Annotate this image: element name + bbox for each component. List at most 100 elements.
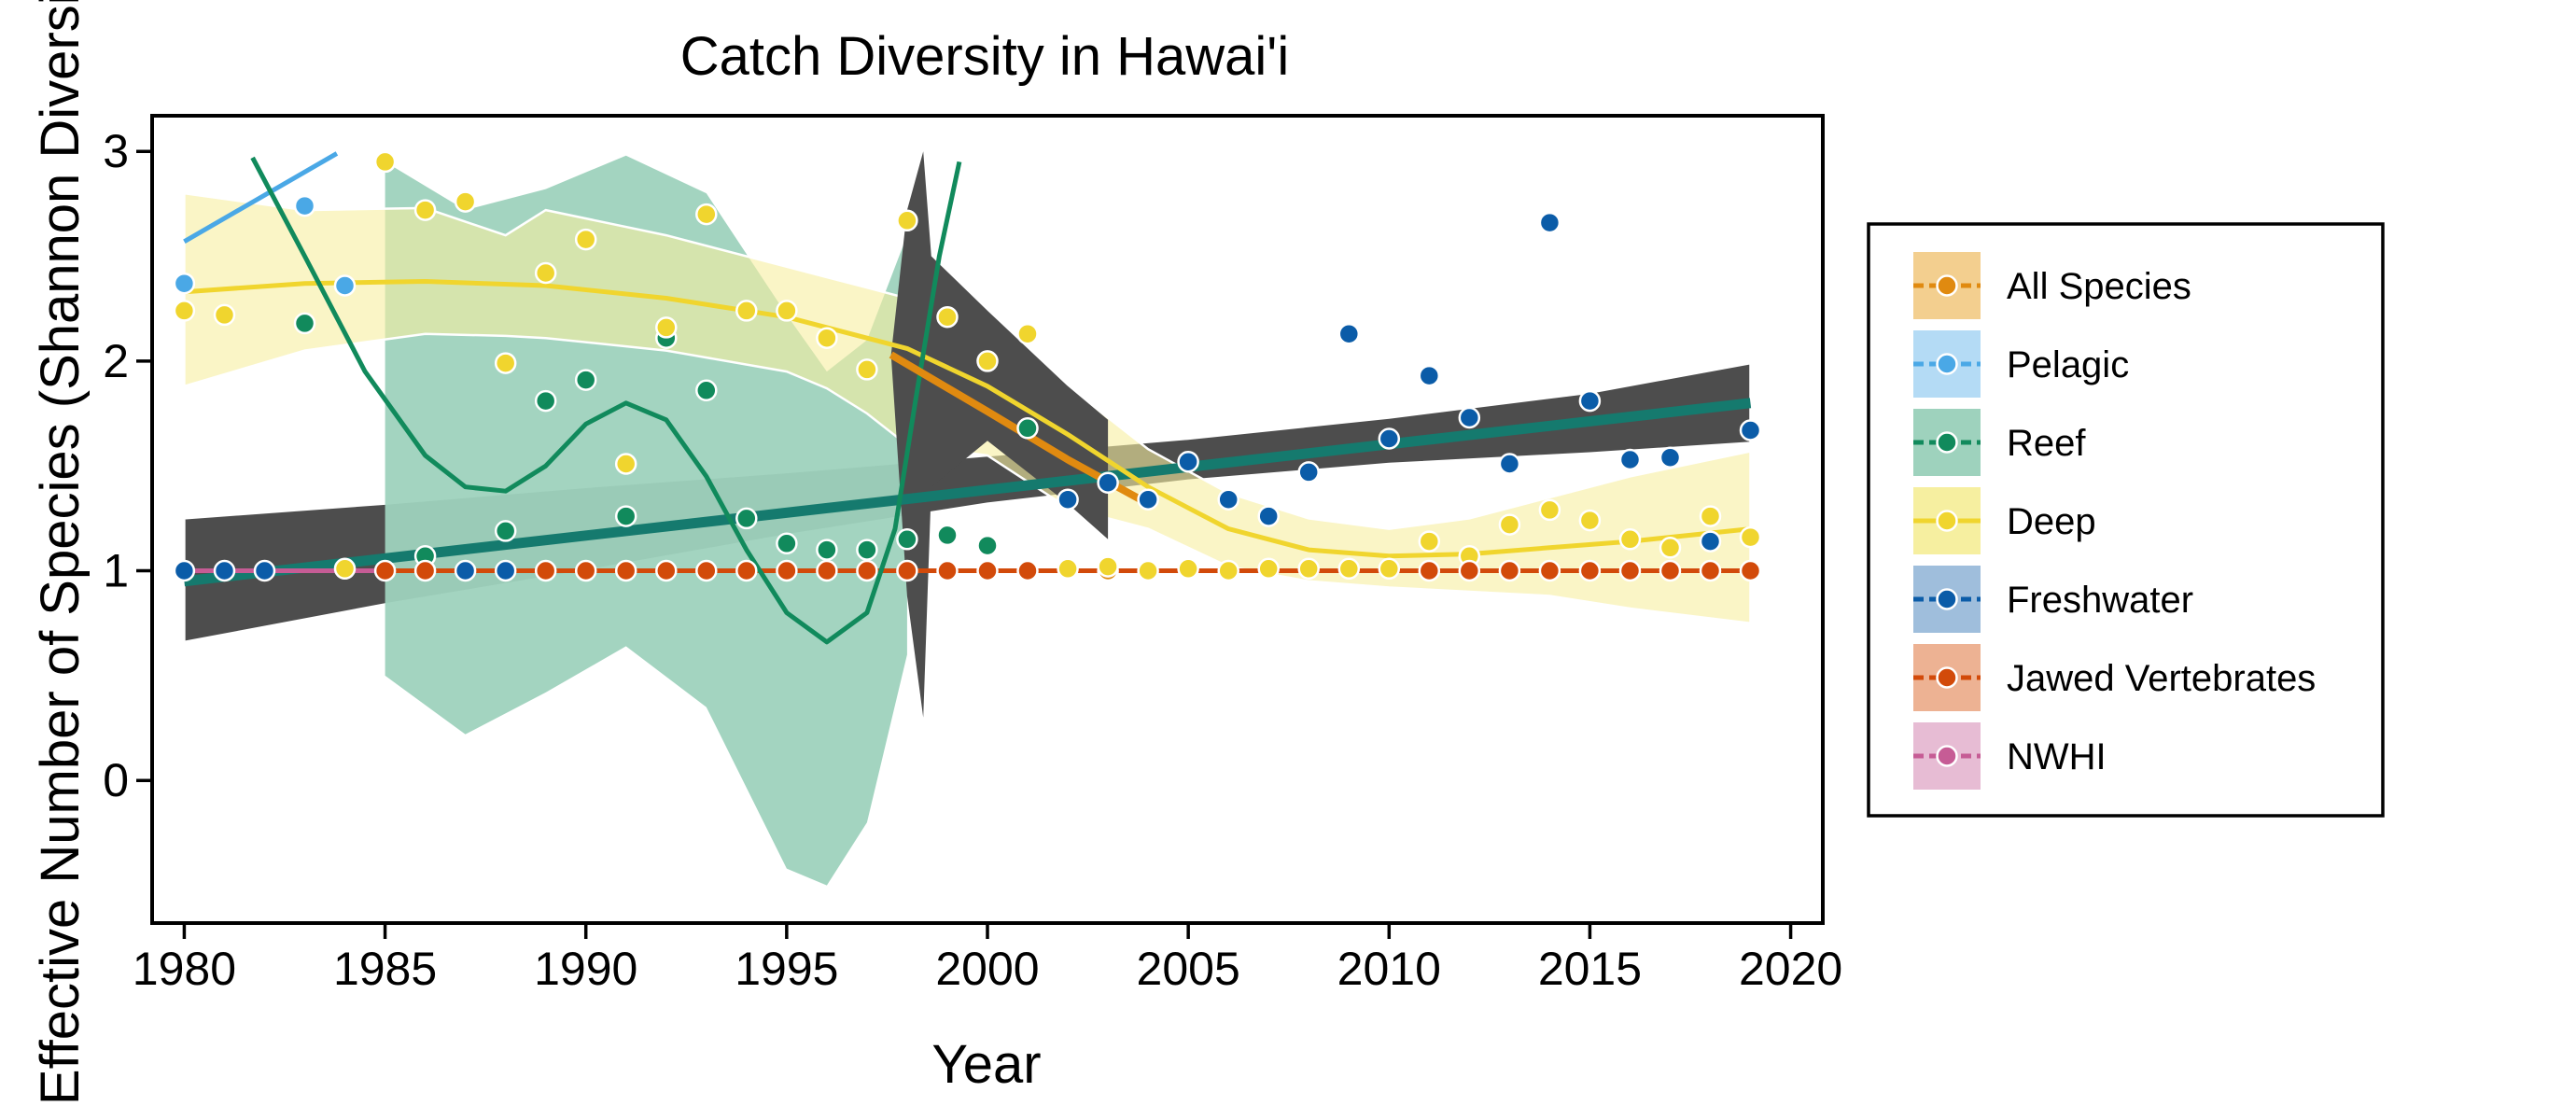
deep-point — [1418, 530, 1441, 553]
freshwater-point — [494, 559, 517, 582]
reef-point — [776, 532, 798, 555]
freshwater-point — [1097, 471, 1119, 494]
deep-point — [534, 261, 557, 285]
legend-label-jawed-vertebrates: Jawed Vertebrates — [2007, 658, 2316, 699]
jawed-vertebrates-point — [1739, 559, 1762, 582]
jawed-vertebrates-point — [936, 559, 959, 582]
jawed-vertebrates-point — [695, 559, 718, 582]
freshwater-legend-key-point — [1936, 588, 1958, 610]
jawed-vertebrates-point — [574, 559, 597, 582]
pelagic-point — [293, 194, 316, 217]
x-tick-label: 2000 — [935, 943, 1039, 995]
jawed-vertebrates-point — [413, 559, 437, 582]
reef-point — [735, 507, 758, 530]
legend-label-pelagic: Pelagic — [2007, 344, 2129, 385]
freshwater-point — [1378, 427, 1401, 450]
freshwater-point — [1659, 446, 1682, 469]
y-tick-label: 0 — [103, 754, 129, 806]
reef-point — [494, 520, 517, 542]
freshwater-point — [1057, 488, 1079, 511]
deep-point — [655, 316, 678, 339]
x-axis-title: Year — [931, 1034, 1041, 1095]
freshwater-point — [253, 559, 276, 582]
deep-point — [1257, 557, 1280, 581]
deep-point — [816, 327, 838, 349]
y-axis-title: Effective Number of Species (Shannon Div… — [30, 0, 91, 1105]
freshwater-point — [1418, 364, 1441, 387]
deep-point — [1618, 528, 1642, 551]
chart-title: Catch Diversity in Hawai'i — [680, 26, 1289, 87]
reef-point — [293, 312, 316, 335]
pelagic-legend-key-point — [1936, 353, 1958, 375]
reef-point — [534, 389, 557, 413]
freshwater-point — [1739, 419, 1762, 441]
reef-point — [816, 539, 838, 561]
deep-point — [1137, 559, 1159, 582]
y-tick-label: 1 — [103, 545, 129, 597]
jawed-vertebrates-point — [614, 559, 637, 582]
jawed-vertebrates-point — [1699, 559, 1722, 582]
legend-label-deep: Deep — [2007, 501, 2096, 542]
jawed-vertebrates-point — [976, 559, 999, 582]
deep-point — [1659, 537, 1682, 559]
deep-point — [333, 557, 357, 581]
jawed-vertebrates-point — [1016, 559, 1039, 582]
jawed-vertebrates-point — [1498, 559, 1521, 582]
deep-point — [1699, 505, 1722, 527]
y-axis: 0 1 2 3 — [103, 125, 152, 806]
freshwater-point — [1699, 530, 1722, 553]
deep-point — [1177, 557, 1199, 581]
y-tick-label: 2 — [103, 335, 129, 387]
deep-point — [173, 300, 196, 322]
jawed-vertebrates-point — [856, 559, 878, 582]
reef-legend-key-point — [1936, 431, 1958, 454]
pelagic-point — [173, 272, 196, 295]
freshwater-point — [454, 559, 477, 582]
freshwater-point — [173, 559, 196, 582]
deep-point — [1016, 322, 1039, 345]
deep-point — [1217, 559, 1239, 582]
deep-point — [1498, 513, 1521, 536]
reef-point — [614, 505, 637, 527]
deep-point — [1097, 555, 1119, 578]
deep-point — [494, 352, 517, 374]
freshwater-point — [1458, 406, 1481, 429]
data-points — [173, 150, 1762, 582]
freshwater-point — [1137, 488, 1159, 511]
freshwater-point — [1538, 211, 1561, 234]
x-tick-label: 2015 — [1538, 943, 1642, 995]
legend-label-freshwater: Freshwater — [2007, 580, 2193, 621]
all-species-legend-key-point — [1936, 274, 1958, 297]
reef-trend-line — [250, 156, 962, 645]
freshwater-point — [1578, 389, 1602, 413]
deep-point — [1538, 498, 1561, 522]
deep-point — [1337, 557, 1361, 581]
x-tick-label: 2020 — [1739, 943, 1842, 995]
deep-legend-key-point — [1936, 510, 1958, 532]
jawed-vertebrates-point — [816, 559, 838, 582]
y-tick-label: 3 — [103, 125, 129, 177]
deep-point — [574, 228, 597, 251]
freshwater-point — [213, 559, 236, 582]
legend-label-all-species: All Species — [2007, 266, 2191, 307]
deep-point — [373, 150, 397, 174]
x-tick-label: 1995 — [735, 943, 838, 995]
deep-point — [936, 305, 959, 329]
break-band — [890, 151, 1109, 718]
reef-point — [976, 534, 999, 557]
deep-point — [614, 453, 637, 475]
pelagic-point — [333, 274, 357, 297]
deep-point — [976, 350, 999, 372]
jawed-vertebrates-point — [655, 559, 678, 582]
jawed-vertebrates-point — [1418, 559, 1441, 582]
deep-point — [856, 358, 878, 381]
x-tick-label: 2005 — [1137, 943, 1240, 995]
nwhi-legend-key-point — [1936, 745, 1958, 767]
x-axis: 1980 1985 1990 1995 2000 2005 2010 2015 2020 — [133, 923, 1842, 995]
deep-point — [735, 300, 758, 322]
deep-point — [776, 300, 798, 322]
freshwater-point — [1618, 448, 1642, 471]
freshwater-point — [1498, 453, 1521, 475]
jawed-vertebrates-point — [776, 559, 798, 582]
legend-label-nwhi: NWHI — [2007, 736, 2107, 777]
